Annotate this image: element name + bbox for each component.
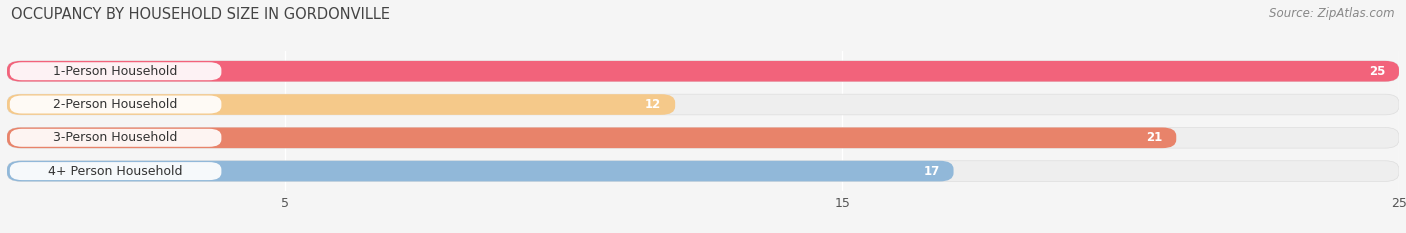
Text: 2-Person Household: 2-Person Household [53,98,177,111]
FancyBboxPatch shape [7,127,1399,148]
FancyBboxPatch shape [7,94,1399,115]
FancyBboxPatch shape [7,94,675,115]
FancyBboxPatch shape [7,61,1399,82]
Text: Source: ZipAtlas.com: Source: ZipAtlas.com [1270,7,1395,20]
FancyBboxPatch shape [10,162,221,180]
Text: 17: 17 [924,164,939,178]
FancyBboxPatch shape [7,61,1399,82]
Text: 25: 25 [1368,65,1385,78]
Text: 21: 21 [1146,131,1163,144]
Text: OCCUPANCY BY HOUSEHOLD SIZE IN GORDONVILLE: OCCUPANCY BY HOUSEHOLD SIZE IN GORDONVIL… [11,7,391,22]
FancyBboxPatch shape [10,62,221,80]
Text: 12: 12 [645,98,661,111]
Text: 3-Person Household: 3-Person Household [53,131,177,144]
FancyBboxPatch shape [10,96,221,113]
FancyBboxPatch shape [10,129,221,147]
Text: 4+ Person Household: 4+ Person Household [48,164,183,178]
Text: 1-Person Household: 1-Person Household [53,65,177,78]
FancyBboxPatch shape [7,161,953,182]
FancyBboxPatch shape [7,161,1399,182]
FancyBboxPatch shape [7,127,1177,148]
